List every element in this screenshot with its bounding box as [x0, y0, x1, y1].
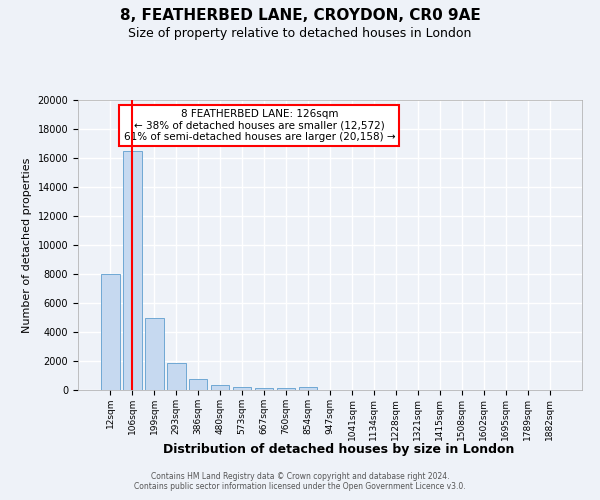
Y-axis label: Number of detached properties: Number of detached properties — [22, 158, 32, 332]
Bar — [101, 274, 119, 390]
Text: 8, FEATHERBED LANE, CROYDON, CR0 9AE: 8, FEATHERBED LANE, CROYDON, CR0 9AE — [119, 8, 481, 22]
Bar — [211, 385, 229, 390]
Bar — [189, 379, 208, 390]
Bar — [145, 318, 164, 390]
Bar — [299, 387, 317, 390]
Bar — [167, 363, 185, 390]
Text: Size of property relative to detached houses in London: Size of property relative to detached ho… — [128, 28, 472, 40]
Bar — [255, 388, 274, 390]
Bar — [277, 388, 295, 390]
Text: Distribution of detached houses by size in London: Distribution of detached houses by size … — [163, 442, 515, 456]
Text: Contains public sector information licensed under the Open Government Licence v3: Contains public sector information licen… — [134, 482, 466, 491]
Text: 8 FEATHERBED LANE: 126sqm
← 38% of detached houses are smaller (12,572)
61% of s: 8 FEATHERBED LANE: 126sqm ← 38% of detac… — [124, 108, 395, 142]
Bar — [233, 387, 251, 390]
Bar — [123, 151, 142, 390]
Text: Contains HM Land Registry data © Crown copyright and database right 2024.: Contains HM Land Registry data © Crown c… — [151, 472, 449, 481]
